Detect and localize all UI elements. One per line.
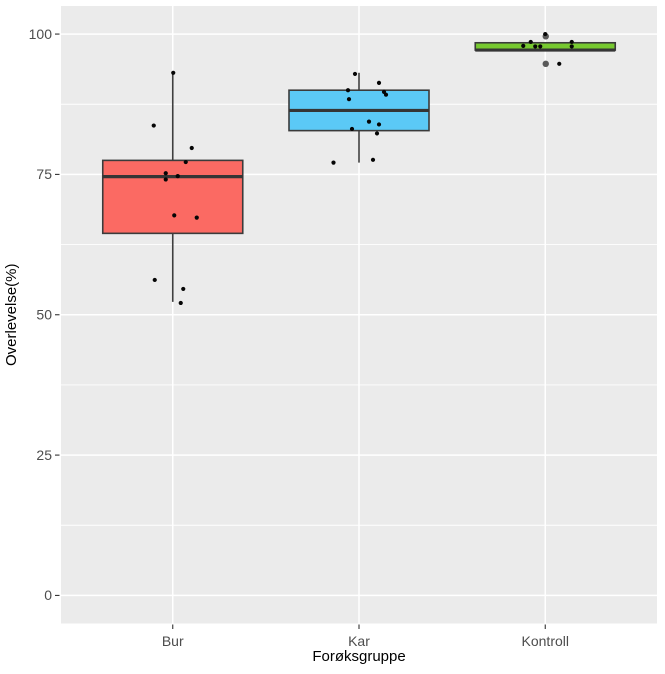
jitter-point — [352, 71, 358, 77]
jitter-point — [366, 119, 372, 124]
jitter-point — [171, 70, 176, 75]
x-axis-title: Forøksgruppe — [312, 648, 405, 665]
y-tick-label: 50 — [36, 306, 52, 322]
jitter-point — [345, 88, 351, 93]
jitter-point — [346, 97, 352, 102]
x-tick-label-kontroll: Kontroll — [522, 633, 569, 649]
jitter-point — [163, 171, 168, 176]
jitter-point — [533, 44, 538, 49]
jitter-point — [370, 157, 376, 162]
jitter-point — [189, 145, 194, 151]
jitter-point — [528, 39, 533, 45]
jitter-point — [178, 300, 183, 306]
jitter-point — [521, 43, 526, 48]
jitter-point — [543, 31, 548, 37]
jitter-point — [152, 277, 157, 283]
jitter-point — [181, 286, 186, 292]
jitter-point — [172, 213, 177, 218]
y-tick-label: 100 — [29, 26, 53, 42]
y-tick-label: 75 — [36, 166, 52, 182]
jitter-point — [376, 122, 382, 127]
jitter-point — [569, 44, 574, 49]
jitter-point — [175, 173, 180, 179]
outlier-point — [542, 60, 549, 68]
y-tick-label: 25 — [36, 447, 52, 463]
jitter-point — [194, 215, 199, 220]
y-axis-title: Overlevelse(%) — [3, 263, 20, 366]
jitter-point — [331, 160, 336, 165]
jitter-point — [151, 123, 156, 128]
jitter-point — [163, 177, 168, 182]
x-tick-label-bur: Bur — [162, 633, 184, 649]
jitter-point — [383, 92, 389, 97]
jitter-point — [538, 44, 543, 49]
box-bur — [101, 159, 244, 235]
jitter-point — [557, 61, 562, 66]
x-tick-label-kar: Kar — [348, 633, 370, 649]
jitter-point — [569, 39, 574, 45]
jitter-point — [376, 80, 382, 86]
y-tick-label: 0 — [44, 587, 52, 603]
jitter-point — [374, 131, 380, 136]
jitter-point — [349, 126, 355, 132]
jitter-point — [183, 159, 188, 165]
